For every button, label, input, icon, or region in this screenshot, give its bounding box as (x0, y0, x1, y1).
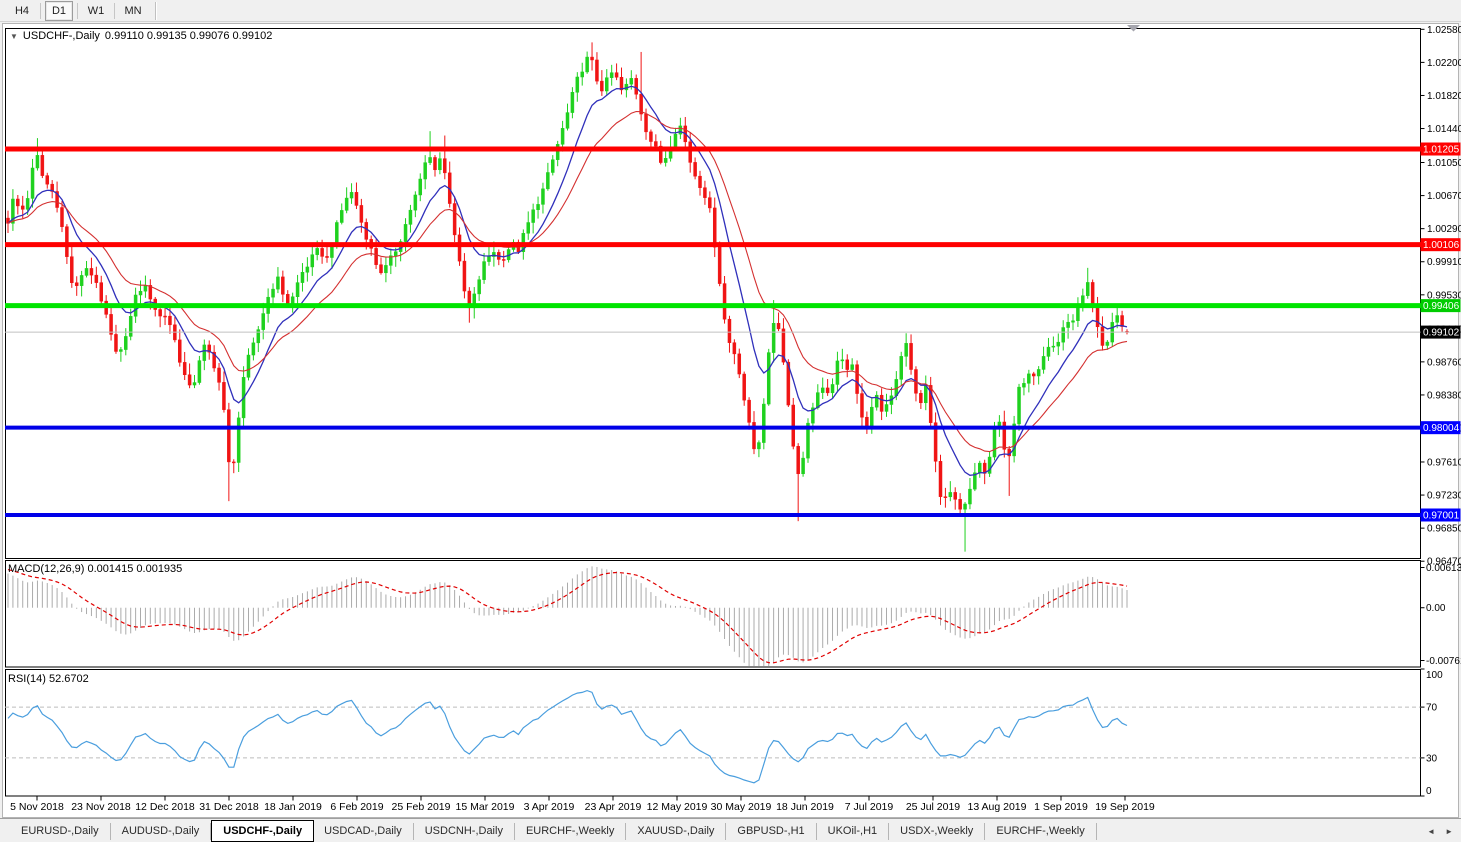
price-marker-0.99102 (1420, 325, 1461, 339)
toolbar-separator (77, 2, 78, 19)
date-tick-label: 3 Apr 2019 (524, 801, 575, 813)
price-marker-label: 0.97001 (1423, 510, 1460, 521)
macd-indicator-label: MACD(12,26,9) 0.001415 0.001935 (8, 563, 183, 575)
price-tick-label: 0.97610 (1427, 457, 1461, 468)
price-tick-label: 0.96470 (1427, 557, 1461, 568)
chart-shift-marker-icon[interactable] (1127, 25, 1140, 32)
price-tick-label: 1.02580 (1427, 25, 1461, 36)
main-pane-border (5, 28, 1421, 559)
macd-tick-label: 0.00613 (1426, 563, 1461, 574)
price-marker-1.01205 (1420, 142, 1461, 156)
date-tick-label: 23 Nov 2018 (71, 801, 131, 813)
date-tick-label: 12 May 2019 (647, 801, 708, 813)
chart-title-symbol: USDCHF-,Daily (22, 30, 100, 42)
price-marker-0.98004 (1420, 421, 1461, 435)
price-tick-label: 0.98760 (1427, 357, 1461, 368)
chart-client-area (2, 23, 1459, 818)
macd-tick-label: 0.00 (1426, 603, 1446, 614)
timeframe-toolbar: H4 D1 W1 MN (0, 0, 1461, 22)
date-tick-label: 25 Feb 2019 (392, 801, 451, 813)
date-tick-label: 18 Jun 2019 (776, 801, 834, 813)
price-marker-label: 0.99102 (1423, 328, 1460, 339)
chart-tab-usdcnh-daily[interactable]: USDCNH-,Daily (414, 823, 515, 840)
chart-tab-gbpusd-h1[interactable]: GBPUSD-,H1 (726, 823, 817, 840)
tab-scroll-arrows: ◄ ► (1427, 819, 1461, 842)
date-tick-label: 25 Jul 2019 (906, 801, 960, 813)
date-tick-label: 7 Jul 2019 (845, 801, 894, 813)
rsi-indicator-label: RSI(14) 52.6702 (8, 673, 89, 685)
price-tick-label: 1.00290 (1427, 224, 1461, 235)
price-marker-0.99406 (1420, 299, 1461, 313)
chart-tab-ukoil-h1[interactable]: UKOil-,H1 (817, 823, 890, 840)
chart-tab-usdchf-daily[interactable]: USDCHF-,Daily (211, 820, 315, 842)
date-tick-label: 19 Sep 2019 (1095, 801, 1155, 813)
date-tick-label: 15 Mar 2019 (456, 801, 515, 813)
toolbar-separator (114, 2, 115, 19)
chart-tab-eurchf-weekly[interactable]: EURCHF-,Weekly (985, 823, 1097, 840)
price-tick-label: 0.99910 (1427, 257, 1461, 268)
price-axis: 1.02580 1.02200 1.01820 1.01440 1.01050 1.006… (1420, 25, 1461, 568)
chart-title-caret-icon[interactable]: ▼ (10, 31, 18, 41)
price-tick-label: 0.97230 (1427, 491, 1461, 502)
macd-axis: 0.00613 0.00 -0.007612 (1420, 563, 1461, 667)
timeframe-button-mn[interactable]: MN (124, 4, 142, 17)
chart-tab-eurusd-daily[interactable]: EURUSD-,Daily (10, 823, 111, 840)
rsi-pane-border (5, 669, 1421, 797)
rsi-tick-label: 70 (1426, 703, 1438, 714)
ma-fast-line (7, 85, 1128, 476)
date-tick-label: 30 May 2019 (711, 801, 772, 813)
price-tick-label: 0.98380 (1427, 390, 1461, 401)
price-marker-1.00106 (1420, 238, 1461, 252)
chart-tabbar: EURUSD-,Daily AUDUSD-,Daily USDCHF-,Daily U… (0, 818, 1461, 842)
price-tick-label: 0.99530 (1427, 290, 1461, 301)
date-axis: 5 Nov 2018 23 Nov 2018 12 Dec 2018 31 Dec 2… (10, 796, 1155, 813)
chart-tab-usdx-weekly[interactable]: USDX-,Weekly (889, 823, 986, 840)
rsi-tick-label: 100 (1426, 670, 1443, 681)
price-marker-label: 0.99406 (1423, 301, 1460, 312)
toolbar-separator (40, 2, 41, 19)
macd-pane-border (5, 560, 1421, 668)
price-tick-label: 0.96850 (1427, 524, 1461, 535)
date-tick-label: 1 Sep 2019 (1034, 801, 1088, 813)
toolbar-groove-separator (155, 1, 157, 20)
price-tick-label: 1.01820 (1427, 91, 1461, 102)
price-tick-label: 1.01050 (1427, 158, 1461, 169)
date-tick-label: 13 Aug 2019 (968, 801, 1027, 813)
tab-scroll-right-icon[interactable]: ► (1445, 826, 1453, 836)
date-tick-label: 31 Dec 2018 (199, 801, 259, 813)
chart-title-ohlc: 0.99110 0.99135 0.99076 0.99102 (104, 30, 273, 42)
price-tick-label: 1.00670 (1427, 191, 1461, 202)
price-marker-label: 1.00106 (1423, 240, 1460, 251)
chart-tab-eurchf-weekly[interactable]: EURCHF-,Weekly (515, 823, 627, 840)
date-tick-label: 12 Dec 2018 (135, 801, 195, 813)
price-tick-label: 1.01440 (1427, 124, 1461, 135)
chart-title: ▼ USDCHF-,Daily 0.99110 0.99135 0.99076 … (10, 30, 272, 42)
rsi-tick-label: 0 (1426, 786, 1432, 797)
date-tick-label: 5 Nov 2018 (10, 801, 64, 813)
timeframe-button-w1[interactable]: W1 (87, 4, 105, 17)
date-tick-label: 6 Feb 2019 (330, 801, 383, 813)
macd-signal-line (7, 569, 1128, 664)
date-tick-label: 23 Apr 2019 (585, 801, 642, 813)
date-tick-label: 18 Jan 2019 (264, 801, 322, 813)
rsi-line (7, 689, 1128, 784)
chart-tab-usdcad-daily[interactable]: USDCAD-,Daily (313, 823, 414, 840)
timeframe-button-h4[interactable]: H4 (14, 4, 30, 17)
rsi-axis: 100 70 30 0 (1420, 668, 1443, 797)
tab-scroll-left-icon[interactable]: ◄ (1427, 826, 1436, 836)
price-marker-0.97001 (1420, 508, 1461, 522)
ma-slow-line (7, 110, 1128, 453)
price-tick-label: 1.02200 (1427, 58, 1461, 69)
timeframe-button-d1[interactable]: D1 (45, 0, 73, 21)
price-marker-label: 1.01205 (1423, 145, 1460, 156)
chart-tab-audusd-daily[interactable]: AUDUSD-,Daily (111, 823, 212, 840)
macd-tick-label: -0.007612 (1426, 656, 1461, 667)
chart-tab-xauusd-daily[interactable]: XAUUSD-,Daily (626, 823, 727, 840)
macd-histogram (7, 566, 1128, 666)
rsi-tick-label: 30 (1426, 753, 1438, 764)
price-marker-label: 0.98004 (1423, 423, 1460, 434)
